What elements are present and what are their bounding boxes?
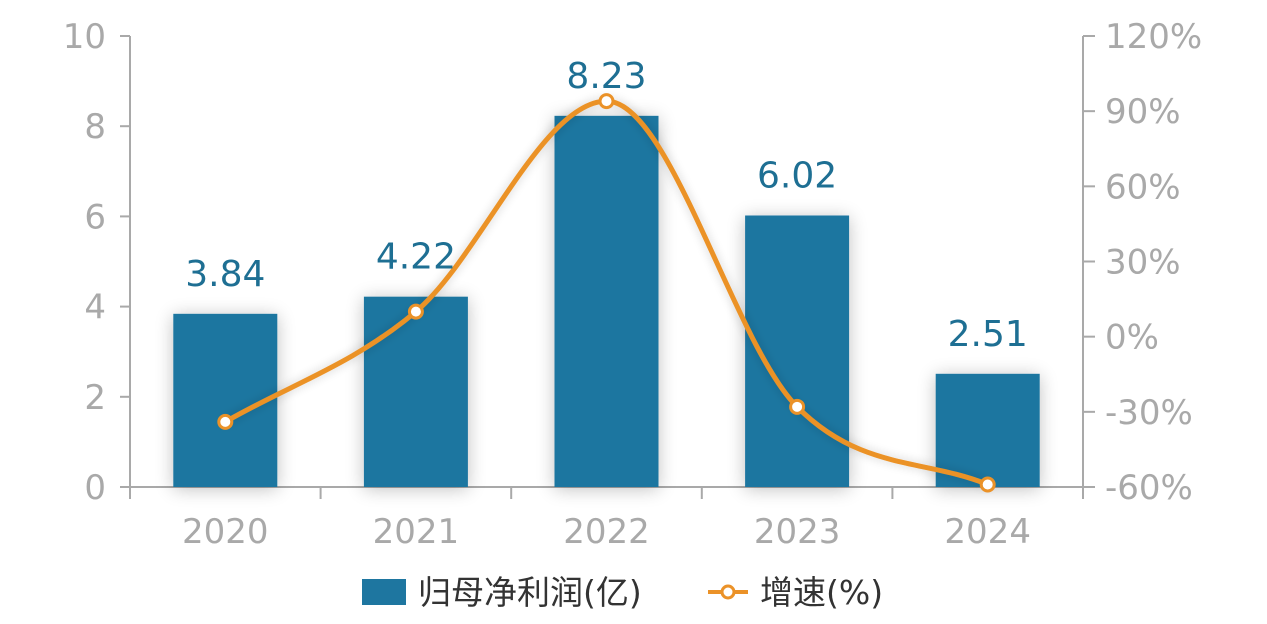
bar-value-label-2021: 4.22 — [376, 237, 456, 278]
growth-point-2021 — [407, 303, 424, 320]
bar-value-label-2022: 8.23 — [566, 56, 646, 97]
x-tick-label: 2023 — [754, 512, 841, 552]
x-tick-label: 2020 — [182, 512, 269, 552]
bars — [173, 115, 1040, 488]
legend-swatch-bar — [362, 579, 406, 605]
y-right-tick-label: -60% — [1105, 468, 1193, 508]
y-right-tick-label: 90% — [1105, 92, 1181, 132]
y-right-tick-label: 0% — [1105, 318, 1159, 358]
bar-2024 — [935, 373, 1040, 487]
y-left-tick-label: 10 — [63, 17, 106, 57]
y-left-tick-label: 8 — [84, 107, 106, 147]
y-right-tick-label: 30% — [1105, 243, 1181, 283]
bar-2020 — [173, 313, 278, 487]
growth-line — [217, 93, 996, 493]
value-labels: 3.84 4.22 8.23 6.02 2.51 — [185, 56, 1028, 355]
x-tick-label: 2021 — [373, 512, 460, 552]
y-left-tick-label: 0 — [84, 468, 106, 508]
growth-point-2022 — [598, 93, 615, 110]
y-right-tick-label: 60% — [1105, 167, 1181, 207]
legend-label-bar: 归母净利润(亿) — [418, 573, 642, 612]
bar-2022 — [554, 115, 659, 488]
bar-value-label-2023: 6.02 — [757, 155, 837, 196]
y-right-tick-label: 120% — [1105, 17, 1202, 57]
y-left-tick-label: 4 — [84, 288, 106, 328]
bar-2023 — [745, 215, 850, 488]
y-right-tick-label: -30% — [1105, 393, 1193, 433]
growth-point-2020 — [217, 413, 234, 430]
bar-value-label-2020: 3.84 — [185, 254, 265, 295]
growth-point-2024 — [979, 476, 996, 493]
growth-point-2023 — [789, 398, 806, 415]
x-tick-label: 2022 — [563, 512, 650, 552]
legend: 归母净利润(亿) 增速(%) — [362, 573, 883, 612]
legend-label-line: 增速(%) — [760, 573, 883, 612]
bar-value-label-2024: 2.51 — [948, 314, 1028, 355]
y-left-tick-label: 6 — [84, 197, 106, 237]
axes: 0 2 4 6 8 10 -60% -30% 0% 30% 60% 90% 120% 2020 2021 20… — [63, 17, 1202, 552]
y-left-tick-label: 2 — [84, 378, 106, 418]
x-tick-label: 2024 — [944, 512, 1031, 552]
bar-2021 — [363, 296, 468, 487]
legend-swatch-dot — [720, 584, 736, 600]
